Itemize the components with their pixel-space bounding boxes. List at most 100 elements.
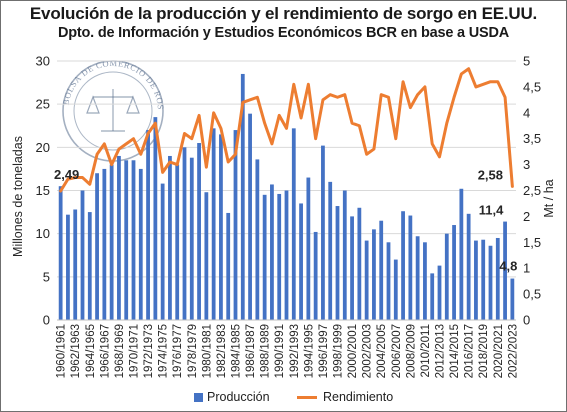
data-label: 2,58 [478, 167, 503, 182]
y-right-tick-label: 4 [523, 105, 530, 120]
x-tick-label: 1962/1963 [70, 324, 82, 378]
bar [503, 221, 507, 320]
x-tick-label: 2014/2015 [449, 324, 461, 378]
bar [248, 113, 252, 320]
bar [95, 173, 99, 320]
bar [474, 240, 478, 320]
y-left-tick-label: 0 [43, 313, 50, 328]
bar [197, 143, 201, 320]
y-right-tick-label: 1 [523, 261, 530, 276]
x-tick-label: 2018/2019 [478, 324, 490, 378]
y-left-tick-label: 10 [36, 226, 50, 241]
bar [299, 203, 303, 320]
x-tick-label: 1982/1983 [216, 324, 228, 378]
y-left-axis-title: Millones de toneladas [11, 136, 25, 257]
bar [270, 184, 274, 320]
legend-swatch-line [297, 395, 317, 399]
bar [444, 233, 449, 320]
bar [168, 155, 172, 320]
line-path [59, 67, 514, 193]
y-right-axis-title: Mt / ha [542, 179, 556, 217]
bar [495, 237, 500, 320]
y-right-tick-label: 3,5 [523, 131, 541, 146]
axes: 0 5 10 15 20 25 30 0 0,5 1 1,5 2 2,5 3 3,5 4 4,5 5 Millone… [11, 54, 556, 379]
x-tick-label: 2006/2007 [391, 324, 403, 378]
x-tick-label: 1976/1977 [172, 324, 184, 378]
bar [66, 214, 70, 320]
x-tick-label: 1986/1987 [245, 324, 257, 378]
bar [233, 130, 238, 320]
legend-item-produccion: Producción [194, 389, 270, 405]
bar [153, 117, 158, 320]
bar [452, 225, 456, 320]
x-tick-label: 1990/1991 [274, 324, 286, 378]
bar [102, 168, 107, 320]
y-right-tick-label: 2,5 [523, 183, 541, 198]
bar [306, 177, 311, 320]
x-tick-label: 1970/1971 [129, 324, 141, 378]
bar [291, 128, 296, 320]
bar [146, 130, 150, 320]
bar-series-produccion [58, 73, 515, 320]
bar [313, 231, 318, 320]
bar [321, 145, 325, 320]
x-tick-label: 1992/1993 [289, 324, 301, 378]
y-left-tick-label: 20 [36, 140, 50, 155]
bar [408, 215, 413, 320]
bar [124, 160, 129, 320]
y-left-tick-label: 15 [36, 183, 50, 198]
bar [401, 211, 405, 320]
x-tick-label: 1964/1965 [85, 324, 97, 378]
bar [379, 220, 384, 320]
bar [510, 278, 515, 320]
bcr-seal-logo: BOLSA DE COMERCIO DE ROSARIO [1, 1, 165, 162]
chart-title: Evolución de la producción y el rendimie… [29, 4, 538, 23]
bar [211, 128, 216, 320]
data-labels: 2,49 2,58 11,4 4,8 [54, 167, 517, 274]
bar [160, 183, 165, 320]
bar [335, 206, 340, 320]
y-right-tick-label: 4,5 [523, 79, 541, 94]
x-tick-label: 2008/2009 [405, 324, 417, 378]
line-series-rendimiento [59, 67, 514, 193]
x-tick-label: 1968/1969 [114, 324, 126, 378]
x-tick-label: 1972/1973 [143, 324, 155, 378]
bar [226, 212, 231, 320]
x-tick-label: 2004/2005 [376, 324, 388, 378]
x-tick-label: 2012/2013 [435, 324, 447, 378]
bar [277, 193, 282, 320]
bar [262, 194, 267, 320]
bar [364, 240, 369, 320]
y-right-tick-label: 3 [523, 157, 530, 172]
x-tick-label: 1974/1975 [158, 324, 170, 378]
legend-item-rendimiento: Rendimiento [297, 389, 393, 405]
bar [342, 190, 347, 320]
data-label: 11,4 [479, 203, 504, 218]
bar [284, 190, 289, 320]
data-label: 2,49 [54, 167, 79, 182]
bar [481, 239, 486, 320]
legend-label-rendimiento: Rendimiento [323, 390, 394, 404]
bar [204, 192, 209, 320]
seal-inner-ring [73, 71, 153, 151]
y-right-tick-label: 1,5 [523, 235, 541, 250]
bar [219, 134, 223, 320]
x-tick-label: 2010/2011 [420, 324, 432, 378]
x-tick-label: 2020/2021 [493, 324, 505, 378]
bar [182, 147, 187, 320]
bar [328, 181, 333, 320]
bar [87, 212, 92, 320]
bar [175, 164, 180, 320]
data-label: 4,8 [499, 259, 517, 274]
y-left-tick-label: 5 [43, 269, 50, 284]
x-tick-label: 1996/1997 [318, 324, 330, 378]
y-right-tick-label: 0,5 [523, 287, 541, 302]
x-tick-label: 2022/2023 [507, 324, 519, 378]
seal-scale-pan-right [126, 95, 140, 114]
x-tick-label: 1960/1961 [56, 324, 68, 378]
x-tick-label: 1998/1999 [333, 324, 345, 378]
bar [415, 236, 420, 320]
x-tick-label: 2016/2017 [464, 324, 476, 378]
